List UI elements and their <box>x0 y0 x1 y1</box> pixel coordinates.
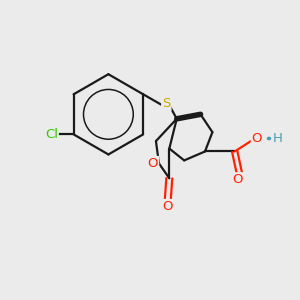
Text: S: S <box>162 98 170 110</box>
Text: O: O <box>252 132 262 145</box>
Text: O: O <box>148 157 158 170</box>
Text: H: H <box>273 132 283 145</box>
Text: O: O <box>232 173 243 186</box>
Text: O: O <box>163 200 173 213</box>
Text: Cl: Cl <box>45 128 58 141</box>
